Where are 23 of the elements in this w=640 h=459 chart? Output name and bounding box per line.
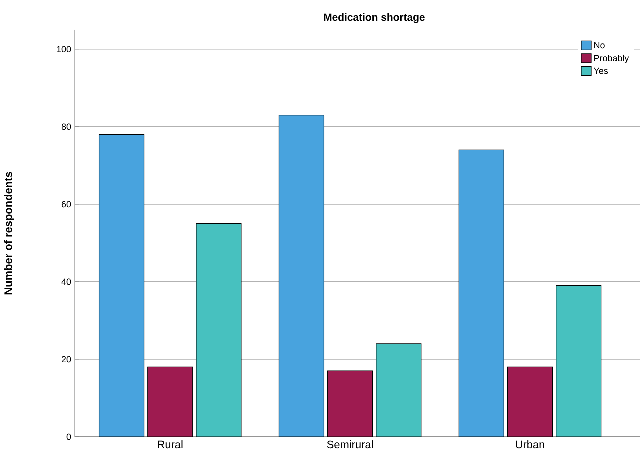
y-tick-label: 20 xyxy=(62,356,72,363)
bar xyxy=(376,344,422,438)
x-tick-label: Rural xyxy=(158,440,183,449)
bar xyxy=(148,366,194,438)
y-tick-label: 100 xyxy=(57,46,72,53)
bar xyxy=(328,370,374,438)
bar xyxy=(196,224,242,438)
y-tick-label: 0 xyxy=(66,434,72,440)
bar xyxy=(278,114,325,438)
legend-label: No xyxy=(594,42,605,49)
legend-label: Yes xyxy=(594,68,608,74)
y-tick-label: 60 xyxy=(62,201,72,208)
bar xyxy=(458,150,504,438)
bar xyxy=(507,366,554,438)
y-tick-label: 80 xyxy=(62,124,72,130)
x-tick-label: Semirural xyxy=(327,440,374,449)
bar xyxy=(98,134,145,438)
legend-label: Probably xyxy=(594,54,630,64)
y-tick-label: 40 xyxy=(62,278,72,286)
bar xyxy=(556,286,602,438)
y-axis-title: Number of respondents xyxy=(4,172,14,295)
x-tick-label: Urban xyxy=(516,440,544,449)
chart-title: Medication shortage xyxy=(324,13,425,24)
